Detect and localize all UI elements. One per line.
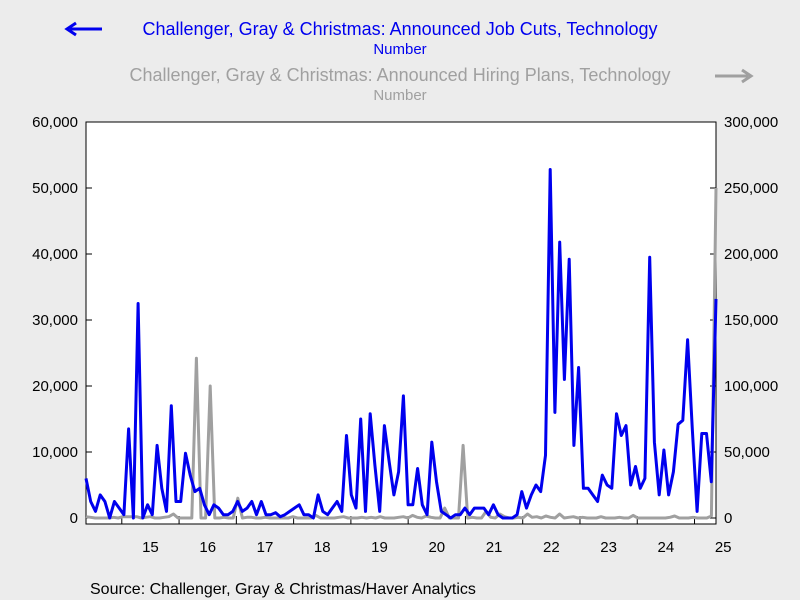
left-tick-label: 60,000 [32, 114, 78, 131]
x-tick-label: 20 [428, 539, 445, 556]
left-tick-label: 0 [70, 510, 78, 527]
legend: Challenger, Gray & Christmas: Announced … [64, 19, 754, 104]
left-tick-label: 40,000 [32, 246, 78, 263]
right-tick-label: 100,000 [724, 378, 778, 395]
legend-unit-hiring-plans: Number [373, 87, 426, 104]
left-tick-label: 50,000 [32, 180, 78, 197]
x-tick-label: 16 [199, 539, 216, 556]
x-tick-label: 21 [486, 539, 503, 556]
right-tick-label: 250,000 [724, 180, 778, 197]
x-tick-label: 19 [371, 539, 388, 556]
x-tick-label: 17 [257, 539, 274, 556]
x-tick-label: 25 [715, 539, 732, 556]
left-tick-label: 20,000 [32, 378, 78, 395]
right-tick-label: 50,000 [724, 444, 770, 461]
legend-entry-job-cuts: Challenger, Gray & Christmas: Announced … [64, 19, 658, 58]
x-tick-label: 23 [600, 539, 617, 556]
right-tick-label: 300,000 [724, 114, 778, 131]
left-tick-label: 10,000 [32, 444, 78, 461]
legend-entry-hiring-plans: Challenger, Gray & Christmas: Announced … [130, 65, 754, 104]
legend-arrowhead-hiring-plans [741, 68, 754, 84]
right-tick-label: 200,000 [724, 246, 778, 263]
right-tick-label: 150,000 [724, 312, 778, 329]
source-note: Source: Challenger, Gray & Christmas/Hav… [90, 581, 476, 598]
legend-unit-job-cuts: Number [373, 41, 426, 58]
right-tick-label: 0 [724, 510, 732, 527]
series-line-job-cuts [84, 168, 718, 520]
right-axis: 0 50,000 100,000 150,000 200,000 250,000 300,0… [710, 114, 778, 527]
left-axis: 0 10,000 20,000 30,000 40,000 50,000 60,000 [32, 114, 92, 527]
left-tick-label: 30,000 [32, 312, 78, 329]
plot-area [85, 121, 717, 525]
legend-title-job-cuts: Challenger, Gray & Christmas: Announced … [143, 19, 658, 39]
x-tick-label: 24 [658, 539, 675, 556]
legend-title-hiring-plans: Challenger, Gray & Christmas: Announced … [130, 65, 671, 85]
series-line-hiring-plans [85, 187, 718, 520]
x-tick-label: 18 [314, 539, 331, 556]
x-tick-label: 15 [142, 539, 159, 556]
series-layer [84, 168, 718, 520]
x-tick-label: 22 [543, 539, 560, 556]
legend-arrowhead-job-cuts [64, 21, 77, 37]
